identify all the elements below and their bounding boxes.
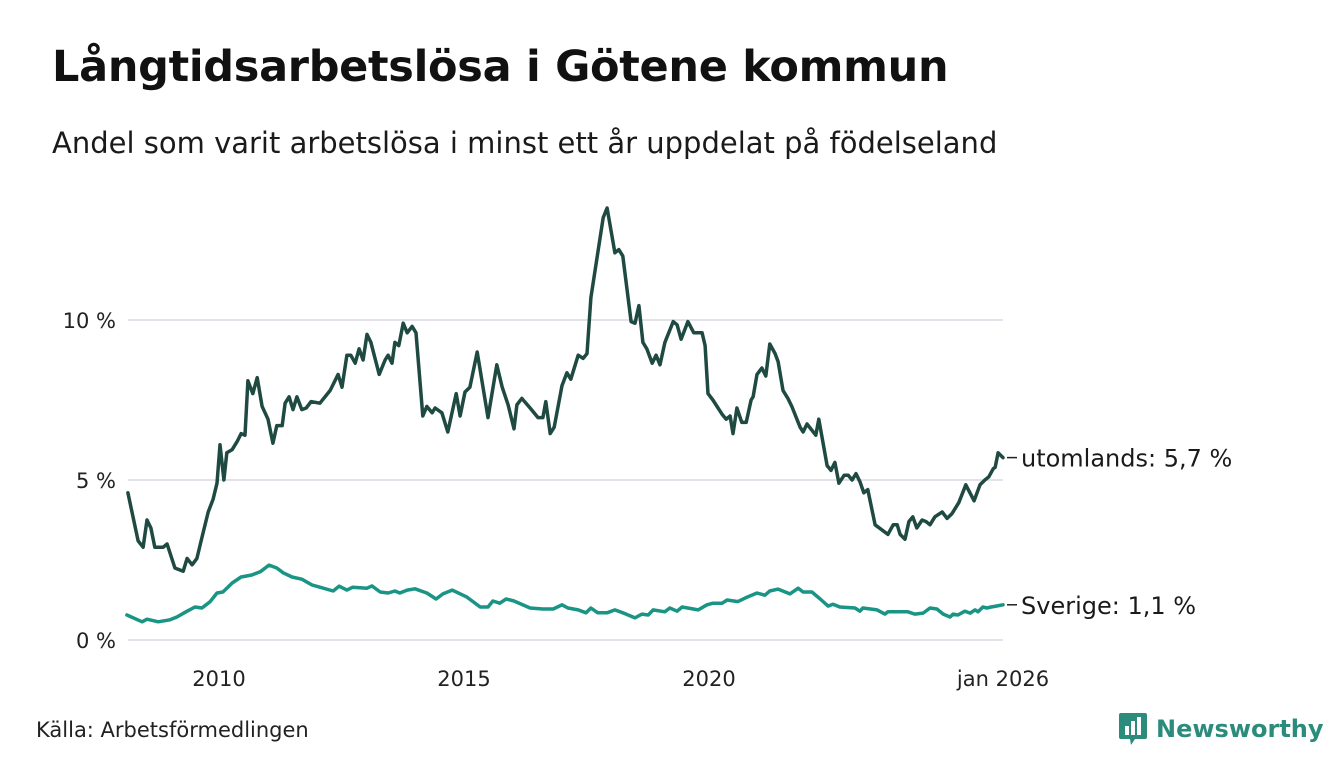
series-lines [125, 206, 1005, 624]
chart-title: Långtidsarbetslösa i Götene kommun [52, 42, 949, 92]
source-note: Källa: Arbetsförmedlingen [36, 718, 309, 742]
y-axis-ticks: 0 % 5 % 10 % [63, 309, 116, 653]
y-tick-label: 5 % [76, 469, 116, 493]
x-tick-label: jan 2026 [956, 667, 1049, 691]
series-end-label: utomlands: 5,7 % [1021, 445, 1232, 473]
series-line-sverige [125, 563, 1005, 624]
series-end-labels: utomlands: 5,7 % Sverige: 1,1 % [1007, 445, 1232, 620]
series-line-utomlands [126, 206, 1005, 573]
series-end-label: Sverige: 1,1 % [1021, 592, 1196, 620]
x-tick-label: 2020 [682, 667, 735, 691]
brand-name: Newsworthy [1156, 715, 1324, 743]
x-tick-label: 2015 [437, 667, 490, 691]
chart-subtitle: Andel som varit arbetslösa i minst ett å… [52, 126, 998, 160]
y-tick-label: 0 % [76, 629, 116, 653]
gridlines [128, 319, 1003, 641]
newsworthy-logo-icon [1119, 713, 1147, 745]
newsworthy-logo: Newsworthy [1118, 712, 1324, 746]
x-tick-label: 2010 [192, 667, 245, 691]
y-tick-label: 10 % [63, 309, 116, 333]
x-axis-ticks: 2010 2015 2020 jan 2026 [192, 667, 1049, 691]
